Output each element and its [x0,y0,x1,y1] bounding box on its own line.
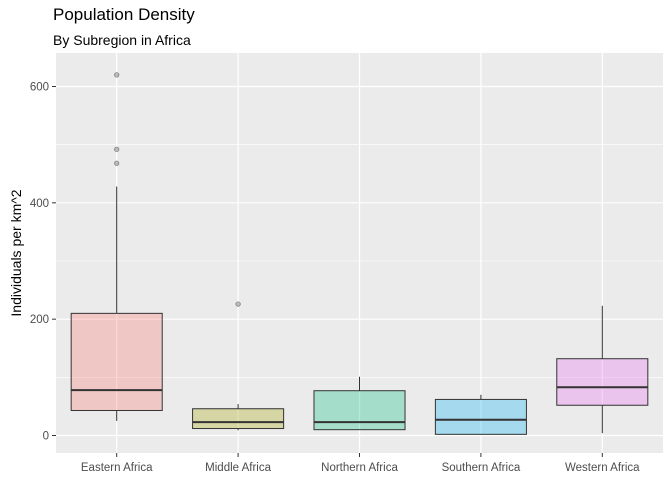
box-group [192,301,285,431]
outlier-point [235,301,241,307]
y-tick-label: 200 [30,314,49,326]
chart-title: Population Density [53,5,195,24]
box-body [70,312,163,411]
outlier-point [114,72,120,78]
y-tick-label: 400 [30,198,49,210]
chart-subtitle: By Subregion in Africa [53,32,191,48]
outlier-point [114,160,120,166]
box-body [556,358,649,406]
box-body [434,398,527,435]
box-group [313,376,406,431]
y-axis-title: Individuals per km^2 [8,189,24,316]
x-tick-label: Eastern Africa [81,462,153,474]
outlier-point [114,146,120,152]
box-group [70,72,163,421]
y-tick-label: 0 [43,431,49,443]
box-body [313,390,406,431]
box-body [192,408,285,430]
x-tick-label: Southern Africa [442,462,521,474]
box-group [556,305,649,434]
box-group [434,394,527,435]
y-tick-label: 600 [30,82,49,94]
x-tick-label: Western Africa [565,462,640,474]
x-tick-label: Northern Africa [321,462,398,474]
x-tick-label: Middle Africa [205,462,271,474]
